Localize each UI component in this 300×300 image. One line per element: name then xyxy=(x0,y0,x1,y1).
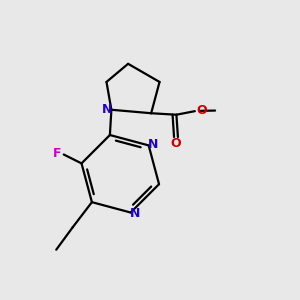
Text: N: N xyxy=(148,138,159,151)
Text: O: O xyxy=(171,137,182,150)
Text: N: N xyxy=(130,207,141,220)
Text: O: O xyxy=(196,104,207,117)
Text: N: N xyxy=(102,103,112,116)
Text: F: F xyxy=(53,147,62,161)
